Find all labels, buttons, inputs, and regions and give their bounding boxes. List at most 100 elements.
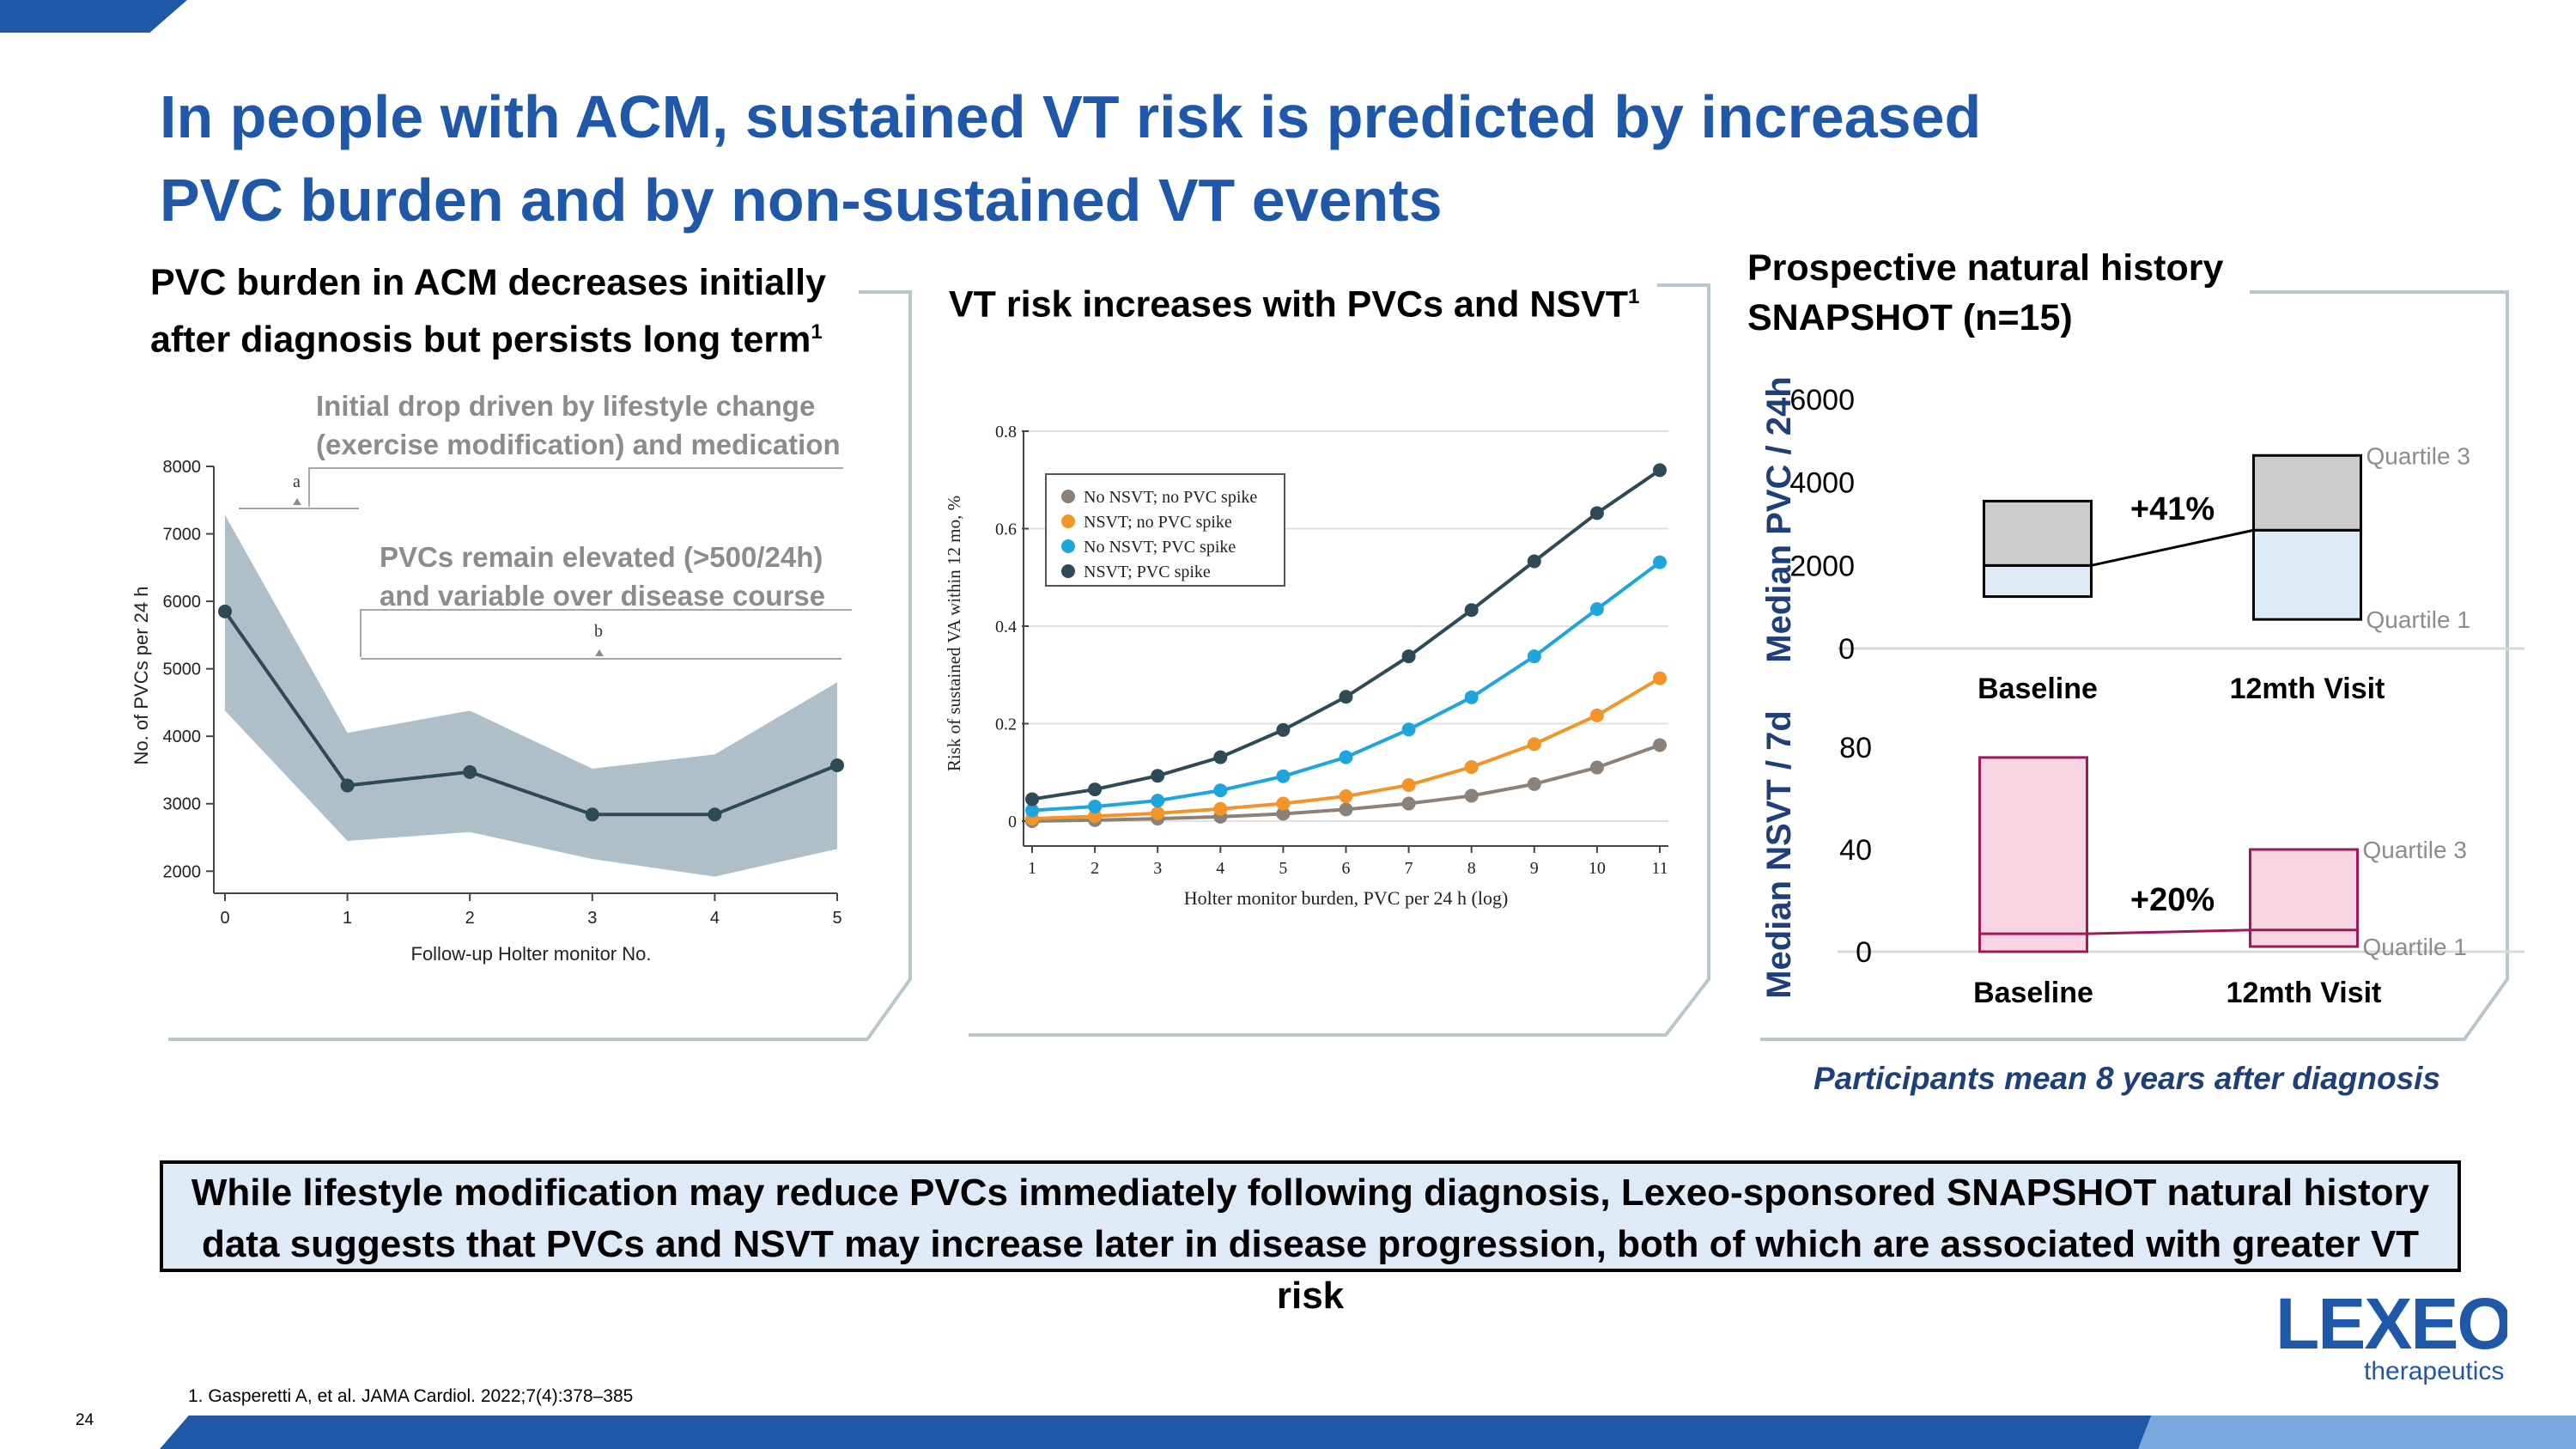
- category-label-1: Baseline: [1973, 977, 2093, 1009]
- footnote: 1. Gasperetti A, et al. JAMA Cardiol. 20…: [188, 1386, 634, 1406]
- legend-box: [1045, 473, 1285, 587]
- series-3-point: [1025, 803, 1039, 818]
- y-tick-label: 40: [1839, 834, 1872, 867]
- upper-box-2: [2252, 454, 2362, 532]
- y-tick-label: 6000: [163, 593, 202, 612]
- panel3-heading: Prospective natural history SNAPSHOT (n=…: [1747, 243, 2223, 343]
- y-tick-label: 0.2: [995, 715, 1017, 734]
- box-1: [1978, 756, 2088, 953]
- conclusion-line2: data suggests that PVCs and NSVT may inc…: [201, 1223, 2420, 1317]
- data-point: [340, 778, 355, 793]
- quartile1-label: Quartile 1: [2363, 934, 2467, 960]
- x-tick-label: 11: [1651, 859, 1668, 878]
- category-label-2: 12mth Visit: [2227, 977, 2382, 1009]
- series-4-point: [1276, 722, 1291, 737]
- title-line-2: PVC burden and by non-sustained VT event…: [160, 167, 1443, 234]
- x-tick-label: 0: [220, 909, 229, 928]
- x-tick-label: 8: [1467, 859, 1476, 878]
- logo-word: LEXEO: [2275, 1293, 2507, 1364]
- panel1-heading-line1: PVC burden in ACM decreases initially: [150, 262, 826, 303]
- series-2-point: [1151, 806, 1165, 820]
- y-tick-label: 6000: [1789, 384, 1855, 417]
- series-4-point: [1088, 782, 1103, 797]
- panel2-frame: [969, 283, 1710, 1037]
- series-2-point: [1088, 809, 1103, 824]
- data-point: [585, 807, 599, 822]
- x-tick-label: 3: [587, 909, 597, 928]
- legend-label-1: No NSVT; no PVC spike: [1084, 488, 1257, 507]
- series-line: [223, 610, 838, 817]
- title-line-1: In people with ACM, sustained VT risk is…: [160, 83, 1982, 150]
- series-3-point: [1589, 602, 1604, 617]
- lower-box-2: [2252, 528, 2362, 621]
- y-tick-label: 7000: [163, 526, 202, 545]
- series-3-point: [1401, 722, 1416, 737]
- annotation-lifestyle: Initial drop driven by lifestyle change …: [316, 387, 841, 464]
- x-tick-label: 3: [1153, 859, 1162, 878]
- series-4-point: [1527, 554, 1541, 569]
- logo-sub: therapeutics: [2364, 1357, 2504, 1385]
- annotation1-line1: Initial drop driven by lifestyle change: [316, 390, 816, 422]
- y-tick-label: 8000: [163, 458, 202, 477]
- y-tick-label: 80: [1839, 732, 1872, 764]
- series-2-point: [1339, 789, 1353, 804]
- x-tick-label: 1: [1028, 859, 1036, 878]
- x-tick-label: 1: [343, 909, 352, 928]
- legend-label-2: NSVT; no PVC spike: [1084, 513, 1232, 532]
- series-1-point: [1401, 796, 1416, 811]
- y-tick-label: 5000: [163, 661, 202, 679]
- series-3-point: [1151, 794, 1165, 808]
- series-4-point: [1401, 649, 1416, 664]
- y-tick-label: 4000: [163, 728, 202, 746]
- y-tick-label: 0: [1838, 633, 1855, 666]
- category-label-2: 12mth Visit: [2230, 673, 2385, 704]
- series-3-point: [1527, 649, 1541, 664]
- vt-risk-chart: 0 0.2 0.4 0.6 0.8 1 2 3 4 5 6 7 8 9 10 11 Holter monitor…: [944, 423, 1668, 909]
- y-axis-title: Risk of sustained VA within 12 mo, %: [944, 496, 964, 771]
- panel3-heading-line1: Prospective natural history: [1747, 247, 2224, 289]
- participants-note: Participants mean 8 years after diagnosi…: [1814, 1061, 2441, 1096]
- bottom-accent-bar-light: [2138, 1416, 2576, 1449]
- series-2-point: [1527, 737, 1541, 752]
- panel2-heading-text: VT risk increases with PVCs and NSVT: [949, 283, 1629, 326]
- x-axis-title: Holter monitor burden, PVC per 24 h (log…: [1184, 887, 1509, 909]
- change-label: +20%: [2130, 882, 2215, 918]
- panel1-heading: PVC burden in ACM decreases initially af…: [150, 258, 826, 364]
- y-tick-label: 2000: [163, 862, 202, 881]
- series-3-point: [1339, 750, 1353, 764]
- series-4-point: [1151, 769, 1165, 783]
- panel2-heading: VT risk increases with PVCs and NSVT1: [949, 272, 1639, 329]
- series-2-point: [1213, 801, 1228, 816]
- y-tick-label: 0.4: [995, 618, 1017, 636]
- x-tick-label: 10: [1589, 859, 1606, 878]
- series-2-point: [1276, 796, 1291, 811]
- median-connector: [2091, 528, 2254, 567]
- lower-box-1: [1983, 563, 2093, 599]
- legend-marker-4: [1061, 564, 1075, 578]
- series-4-point: [1213, 750, 1228, 764]
- conclusion-box: While lifestyle modification may reduce …: [160, 1160, 2461, 1317]
- x-tick-label: 4: [1216, 859, 1224, 878]
- change-label: +41%: [2130, 491, 2215, 527]
- panel1-frame: [168, 290, 912, 1041]
- panel3-frame: [1760, 290, 2509, 1041]
- slide-title: In people with ACM, sustained VT risk is…: [160, 76, 2306, 242]
- series-line-3: [1031, 561, 1662, 813]
- annotation1-bracket: [308, 467, 843, 507]
- panel1-heading-sup: 1: [811, 320, 823, 344]
- panel3-heading-line2: SNAPSHOT (n=15): [1747, 297, 2073, 338]
- panel2-heading-sup: 1: [1628, 285, 1640, 308]
- x-tick-label: 9: [1530, 859, 1539, 878]
- y-axis-title: Median PVC / 24h: [1760, 376, 1798, 662]
- x-axis-title: Follow-up Holter monitor No.: [411, 943, 652, 965]
- series-1-point: [1464, 788, 1479, 803]
- x-tick-label: 2: [465, 909, 475, 928]
- panel1-heading-line2: after diagnosis but persists long term: [150, 319, 811, 361]
- series-2-point: [1401, 777, 1416, 792]
- legend-marker-2: [1061, 514, 1075, 528]
- x-tick-label: 2: [1091, 859, 1099, 878]
- y-tick-label: 2000: [1789, 550, 1855, 582]
- legend-marker-1: [1061, 490, 1075, 503]
- y-tick-label: 0: [1008, 813, 1017, 831]
